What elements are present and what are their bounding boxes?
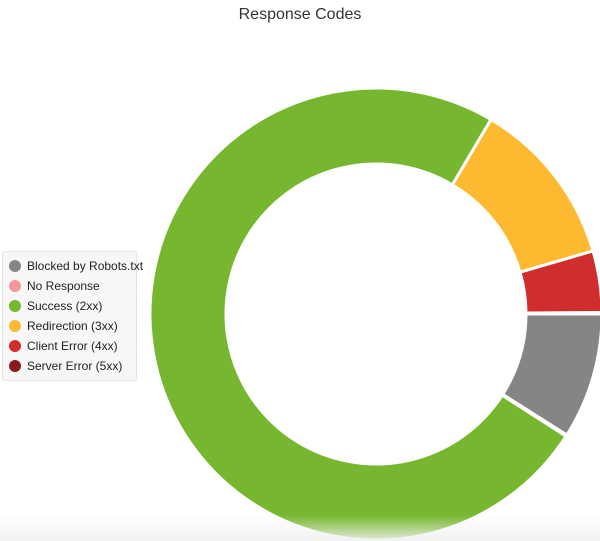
legend-swatch-icon	[9, 280, 21, 292]
legend-item[interactable]: Server Error (5xx)	[3, 356, 136, 376]
legend-label: Success (2xx)	[27, 299, 103, 313]
legend-swatch-icon	[9, 340, 21, 352]
legend-swatch-icon	[9, 260, 21, 272]
legend-label: Server Error (5xx)	[27, 359, 123, 373]
legend-label: Client Error (4xx)	[27, 339, 118, 353]
pie-slice-5[interactable]	[524, 311, 600, 316]
legend-item[interactable]: No Response	[3, 276, 136, 296]
chart-legend: Blocked by Robots.txt No Response Success …	[2, 251, 143, 381]
legend-label: No Response	[27, 279, 100, 293]
legend-item[interactable]: Success (2xx)	[3, 296, 136, 316]
legend-swatch-icon	[9, 320, 21, 332]
bottom-fade	[0, 515, 600, 541]
legend-item[interactable]: Client Error (4xx)	[3, 336, 136, 356]
legend-item[interactable]: Blocked by Robots.txt	[3, 256, 143, 276]
legend-label: Blocked by Robots.txt	[27, 259, 144, 273]
legend-label: Redirection (3xx)	[27, 319, 118, 333]
chart-title: Response Codes	[238, 6, 362, 23]
legend-swatch-icon	[9, 360, 21, 372]
legend-swatch-icon	[9, 300, 21, 312]
legend-item[interactable]: Redirection (3xx)	[3, 316, 136, 336]
